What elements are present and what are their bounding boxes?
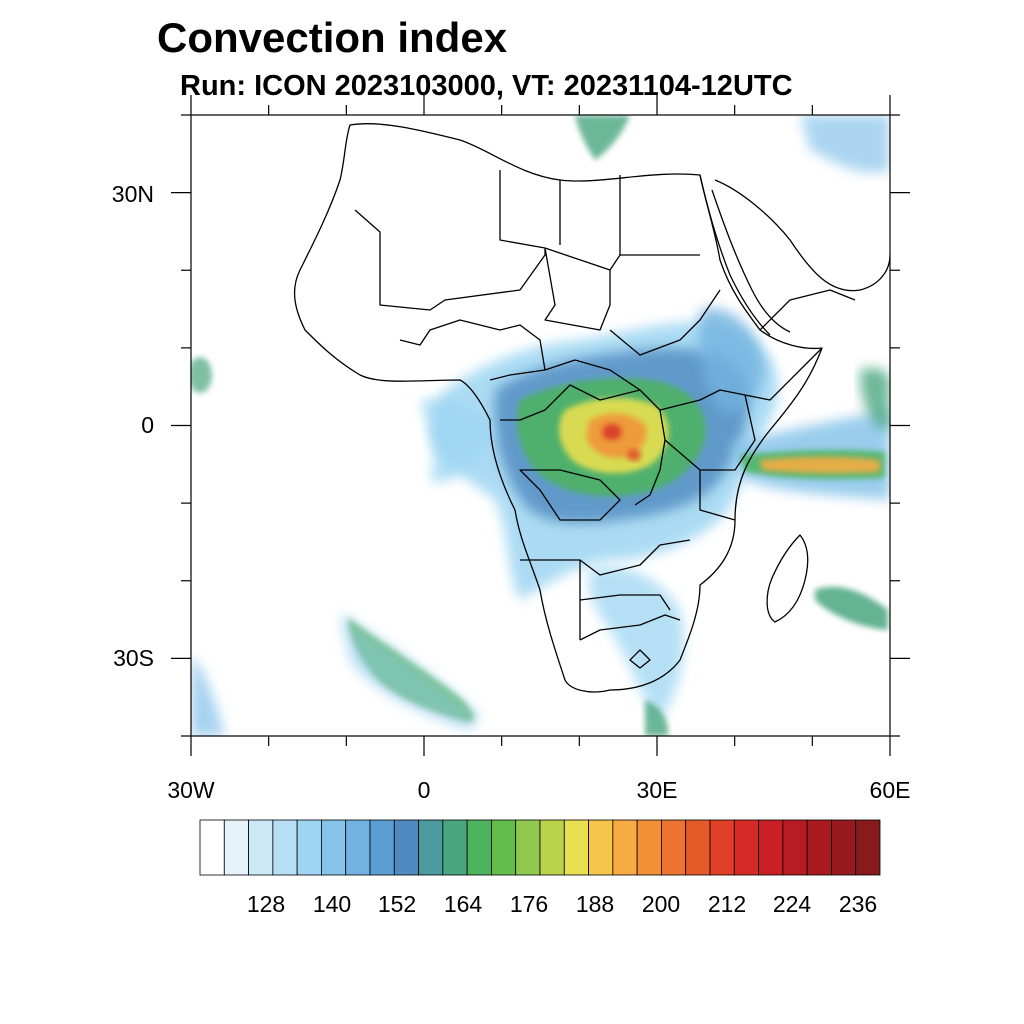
border <box>520 539 691 576</box>
coastlines-and-borders <box>293 123 890 693</box>
colorbar-label: 164 <box>444 891 483 917</box>
colorbar-swatch <box>369 819 395 876</box>
colorbar-label: 200 <box>642 891 680 917</box>
lon-tick-labels: 30W 0 30E 60E <box>167 777 910 803</box>
colorbar-swatch <box>733 819 759 876</box>
colorbar-swatch <box>685 819 711 876</box>
border <box>744 347 823 401</box>
colorbar-swatch <box>539 819 565 876</box>
convection-cell-red <box>627 449 641 461</box>
lon-tick-label: 30E <box>637 777 678 803</box>
page-subtitle: Run: ICON 2023103000, VT: 20231104-12UTC <box>180 70 793 102</box>
colorbar-label: 212 <box>708 891 746 917</box>
colorbar-swatch <box>709 819 735 876</box>
lon-tick-label: 60E <box>870 777 911 803</box>
colorbar-swatch <box>515 819 541 876</box>
border <box>519 469 621 521</box>
convection-area-east-africa <box>698 308 765 413</box>
colorbar-labels: 128 140 152 164 176 188 200 212 224 236 <box>247 891 877 917</box>
convection-area-gulf-of-guinea <box>420 399 495 482</box>
colorbar-swatch <box>199 819 225 876</box>
colorbar-swatch <box>782 819 808 876</box>
lat-tick-label: 0 <box>141 412 154 438</box>
convection-cell-red <box>602 424 622 440</box>
colorbar-swatch <box>855 819 881 876</box>
lat-tick-label: 30S <box>113 645 154 671</box>
arabia-coastline <box>714 179 890 292</box>
colorbar-swatch <box>831 819 857 876</box>
border <box>559 175 621 255</box>
colorbar-swatch <box>272 819 298 876</box>
convection-area-southeast-corner <box>645 700 669 736</box>
colorbar-swatch <box>321 819 347 876</box>
border <box>609 289 721 356</box>
lat-tick-labels: 30N 0 30S <box>112 181 154 671</box>
colorbar-swatch <box>296 819 322 876</box>
colorbar-swatch <box>466 819 492 876</box>
colorbar-swatch <box>248 819 274 876</box>
convection-area-mediterranean <box>575 115 630 160</box>
colorbar-swatch <box>806 819 832 876</box>
red-sea-west-coast <box>699 174 771 336</box>
border <box>499 170 700 271</box>
colorbar-swatch <box>442 819 468 876</box>
colorbar-swatch <box>661 819 687 876</box>
border <box>629 649 651 669</box>
axis-ticks <box>171 95 910 756</box>
colorbar-swatch <box>491 819 517 876</box>
border <box>579 614 681 641</box>
convection-area-southwest-corner <box>191 655 225 736</box>
page-title: Convection index <box>157 14 508 61</box>
colorbar-label: 152 <box>378 891 416 917</box>
convection-area-west-atlantic <box>191 357 212 393</box>
border <box>354 209 546 311</box>
convection-area-indian-ocean-hot <box>760 456 880 474</box>
colorbar <box>199 819 881 876</box>
colorbar-swatch <box>345 819 371 876</box>
colorbar-label: 236 <box>839 891 877 917</box>
colorbar-swatch <box>563 819 589 876</box>
border <box>579 560 671 640</box>
colorbar-swatch <box>418 819 444 876</box>
convection-area-sw-indian-ocean <box>815 586 888 630</box>
convection-field <box>191 115 890 736</box>
colorbar-label: 188 <box>576 891 614 917</box>
convection-area-indian-ocean-east <box>860 368 890 430</box>
border <box>699 470 736 521</box>
colorbar-swatch <box>393 819 419 876</box>
colorbar-label: 224 <box>773 891 812 917</box>
border <box>544 247 611 331</box>
convection-area-south-atlantic-edge <box>340 612 480 730</box>
border <box>659 389 756 471</box>
convection-area-southern-africa <box>588 566 684 720</box>
colorbar-label: 128 <box>247 891 285 917</box>
colorbar-label: 140 <box>313 891 351 917</box>
colorbar-swatch <box>612 819 638 876</box>
border <box>500 384 641 421</box>
colorbar-label: 176 <box>510 891 548 917</box>
border <box>399 319 546 381</box>
convection-area-middle-east <box>800 115 890 173</box>
colorbar-swatch <box>588 819 614 876</box>
colorbar-swatch <box>636 819 662 876</box>
border <box>759 289 856 331</box>
colorbar-swatch <box>758 819 784 876</box>
lon-tick-label: 30W <box>167 777 215 803</box>
lon-tick-label: 0 <box>418 777 431 803</box>
colorbar-swatch <box>223 819 249 876</box>
lat-tick-label: 30N <box>112 181 154 207</box>
red-sea-east-coast <box>711 189 791 333</box>
madagascar-coastline <box>766 534 809 623</box>
